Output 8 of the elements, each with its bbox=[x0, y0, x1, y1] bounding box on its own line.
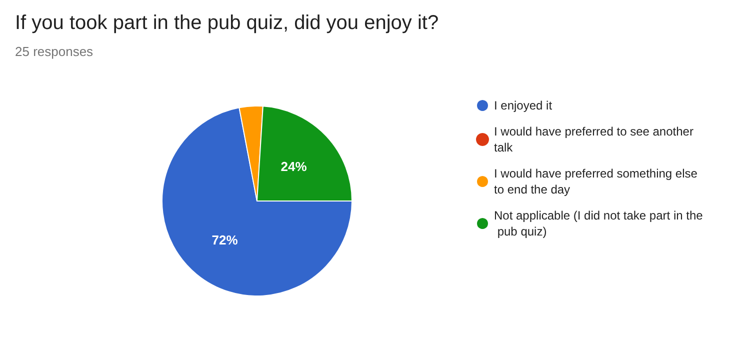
legend-label: I enjoyed it bbox=[494, 98, 553, 112]
legend-label: I would have preferred something else to end the day bbox=[494, 166, 701, 196]
data-label: 24% bbox=[280, 158, 308, 174]
chart-title: If you took part in the pub quiz, did you enjoy it? bbox=[15, 12, 439, 34]
text: 25 responses bbox=[15, 44, 94, 59]
legend-label: I would have preferred to see another talk bbox=[494, 124, 697, 154]
data-label: 72% bbox=[212, 232, 238, 248]
legend-label: Not applicable (I did not take part in the pub quiz) bbox=[494, 208, 704, 238]
